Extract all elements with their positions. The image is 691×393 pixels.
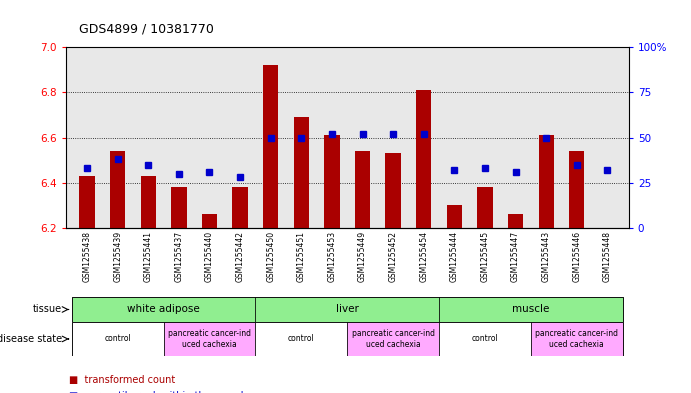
Bar — [72, 297, 256, 322]
Bar — [446, 206, 462, 228]
Bar — [324, 135, 339, 228]
Bar — [531, 322, 623, 356]
Text: control: control — [104, 334, 131, 343]
Text: ■  percentile rank within the sample: ■ percentile rank within the sample — [69, 391, 249, 393]
Text: pancreatic cancer-ind
uced cachexia: pancreatic cancer-ind uced cachexia — [168, 329, 251, 349]
Bar — [256, 297, 439, 322]
Bar — [110, 151, 125, 228]
Bar — [232, 187, 248, 228]
Text: disease state: disease state — [0, 334, 62, 344]
Bar — [79, 176, 95, 228]
Text: tissue: tissue — [33, 305, 62, 314]
Text: control: control — [471, 334, 498, 343]
Bar — [416, 90, 431, 228]
Bar — [508, 215, 523, 228]
Text: liver: liver — [336, 305, 359, 314]
Bar — [569, 151, 585, 228]
Text: pancreatic cancer-ind
uced cachexia: pancreatic cancer-ind uced cachexia — [536, 329, 618, 349]
Bar — [72, 322, 164, 356]
Bar — [538, 135, 553, 228]
Bar — [141, 176, 156, 228]
Bar — [202, 215, 217, 228]
Bar — [355, 151, 370, 228]
Text: GDS4899 / 10381770: GDS4899 / 10381770 — [79, 22, 214, 35]
Bar — [164, 322, 256, 356]
Bar — [439, 297, 623, 322]
Text: pancreatic cancer-ind
uced cachexia: pancreatic cancer-ind uced cachexia — [352, 329, 435, 349]
Bar — [348, 322, 439, 356]
Bar — [386, 153, 401, 228]
Bar — [294, 117, 309, 228]
Bar — [263, 65, 278, 228]
Text: muscle: muscle — [512, 305, 549, 314]
Bar — [439, 322, 531, 356]
Bar — [256, 322, 348, 356]
Bar — [171, 187, 187, 228]
Text: ■  transformed count: ■ transformed count — [69, 375, 176, 385]
Text: control: control — [288, 334, 314, 343]
Bar — [477, 187, 493, 228]
Text: white adipose: white adipose — [127, 305, 200, 314]
